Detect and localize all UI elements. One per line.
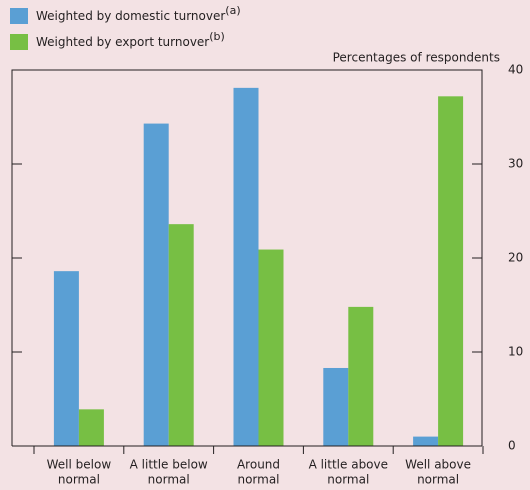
x-tick-label: normal [417,473,459,487]
x-tick-label: normal [327,473,369,487]
y-axis-label: Percentages of respondents [333,51,500,65]
legend-note: (a) [225,4,240,17]
x-tick-label: Well above [405,458,471,472]
bar [53,271,79,446]
x-tick-label: Around [237,458,280,472]
legend-name: Weighted by export turnover [36,35,209,49]
x-tick-label: normal [148,473,190,487]
bar [233,87,259,447]
x-tick-label: A little below [130,458,208,472]
y-tick-label: 10 [508,345,523,359]
legend-label: Weighted by domestic turnover(a) [36,4,241,23]
x-tick-label: A little above [309,458,388,472]
y-tick-label: 20 [508,251,523,265]
y-tick-label: 0 [508,439,516,453]
bar [78,409,104,446]
legend-note: (b) [209,30,225,43]
y-tick-label: 40 [508,63,523,77]
bar [168,224,194,446]
bar [413,436,439,446]
x-tick-label: normal [237,473,279,487]
legend-swatch [10,8,28,24]
x-tick-label: Well below [47,458,112,472]
legend-label: Weighted by export turnover(b) [36,30,225,49]
legend-name: Weighted by domestic turnover [36,9,225,23]
x-tick-label: normal [58,473,100,487]
bar [348,306,374,446]
legend-swatch [10,34,28,50]
bar [438,96,464,446]
bar [258,249,284,446]
y-tick-label: 30 [508,157,523,171]
bar [323,367,349,446]
bar [143,123,169,446]
